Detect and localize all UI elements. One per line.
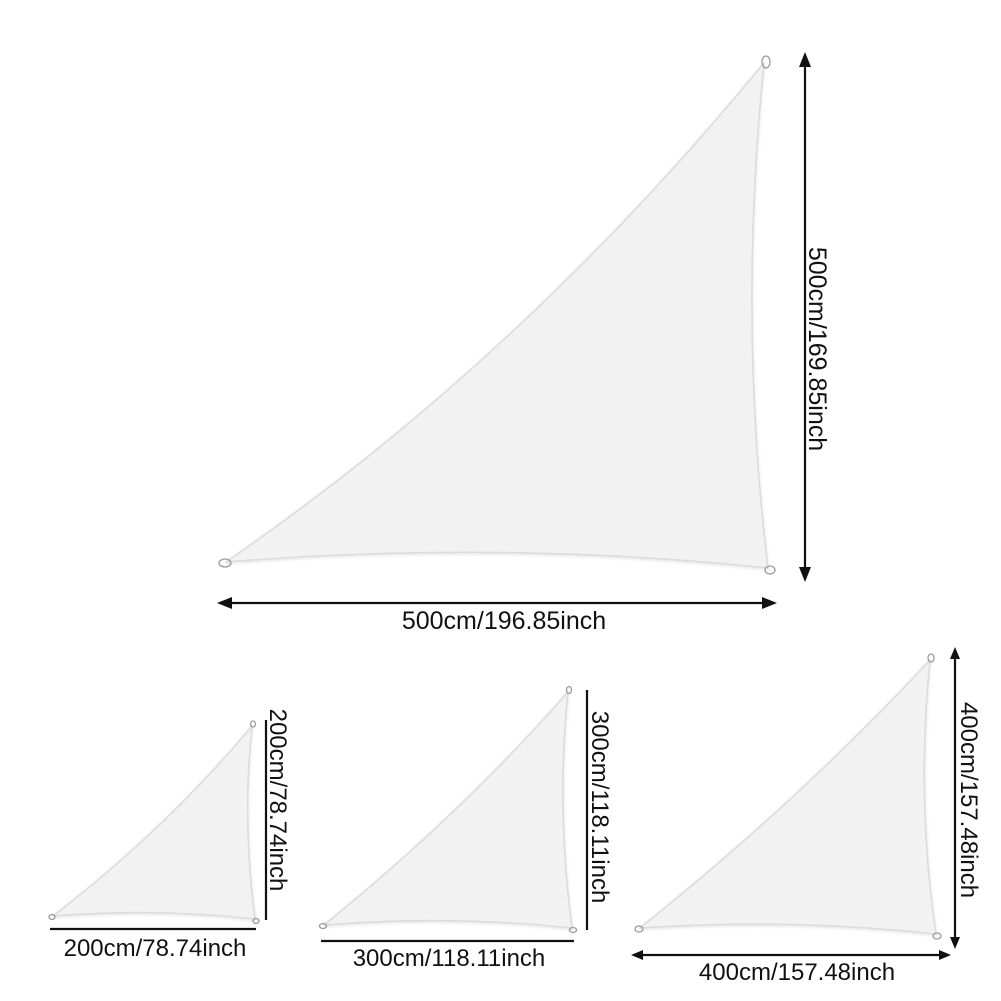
small-triangle-sail xyxy=(52,725,256,920)
small-corner-ring-top xyxy=(249,720,257,728)
xlarge-width-label: 400cm/157.48inch xyxy=(699,959,895,986)
xlarge-height-arrow-bottom xyxy=(950,937,960,949)
medium-sail-group: 300cm/118.11inch 300cm/118.11inch xyxy=(318,685,613,972)
xlarge-corner-ring-top xyxy=(927,653,935,663)
small-height-dimension: 200cm/78.74inch xyxy=(264,709,291,920)
large-triangle-sail xyxy=(225,62,769,569)
small-width-label: 200cm/78.74inch xyxy=(64,935,247,962)
xlarge-height-dimension: 400cm/157.48inch xyxy=(950,647,982,949)
large-corner-ring-top xyxy=(761,55,771,69)
large-height-arrow-top xyxy=(799,52,811,67)
xlarge-corner-ring-left xyxy=(634,925,644,933)
large-height-label: 500cm/169.85inch xyxy=(803,247,831,451)
large-width-arrow-left xyxy=(217,597,232,609)
xlarge-width-arrow-left xyxy=(631,950,643,960)
medium-width-dimension: 300cm/118.11inch xyxy=(321,939,574,972)
large-width-arrow-right xyxy=(762,597,777,609)
medium-height-dimension: 300cm/118.11inch xyxy=(585,690,613,930)
small-height-label: 200cm/78.74inch xyxy=(264,709,291,892)
medium-height-label: 300cm/118.11inch xyxy=(586,711,613,904)
medium-triangle-sail xyxy=(323,691,573,929)
xlarge-height-arrow-top xyxy=(950,647,960,659)
medium-corner-ring-top xyxy=(565,685,573,695)
small-corner-ring-bottom xyxy=(252,917,260,925)
large-width-label: 500cm/196.85inch xyxy=(402,607,606,635)
large-height-dimension: 500cm/169.85inch xyxy=(799,52,831,582)
small-sail-group: 200cm/78.74inch 200cm/78.74inch xyxy=(48,709,291,962)
xlarge-triangle-sail xyxy=(639,659,937,935)
medium-width-label: 300cm/118.11inch xyxy=(353,945,546,972)
small-corner-ring-left xyxy=(48,913,56,921)
xlarge-width-dimension: 400cm/157.48inch xyxy=(631,950,951,986)
large-width-dimension: 500cm/196.85inch xyxy=(217,597,777,635)
large-sail-group: 500cm/196.85inch 500cm/169.85inch xyxy=(217,52,831,635)
xlarge-corner-ring-bottom xyxy=(932,932,942,940)
medium-corner-ring-bottom xyxy=(568,926,578,934)
large-corner-ring-bottom xyxy=(764,565,776,575)
xlarge-height-label: 400cm/157.48inch xyxy=(955,702,982,898)
large-corner-ring-left xyxy=(218,558,232,568)
small-width-dimension: 200cm/78.74inch xyxy=(50,927,256,962)
xlarge-sail-group: 400cm/157.48inch 400cm/157.48inch xyxy=(631,647,982,986)
medium-corner-ring-left xyxy=(318,922,328,930)
large-height-arrow-bottom xyxy=(799,567,811,582)
xlarge-width-arrow-right xyxy=(939,950,951,960)
